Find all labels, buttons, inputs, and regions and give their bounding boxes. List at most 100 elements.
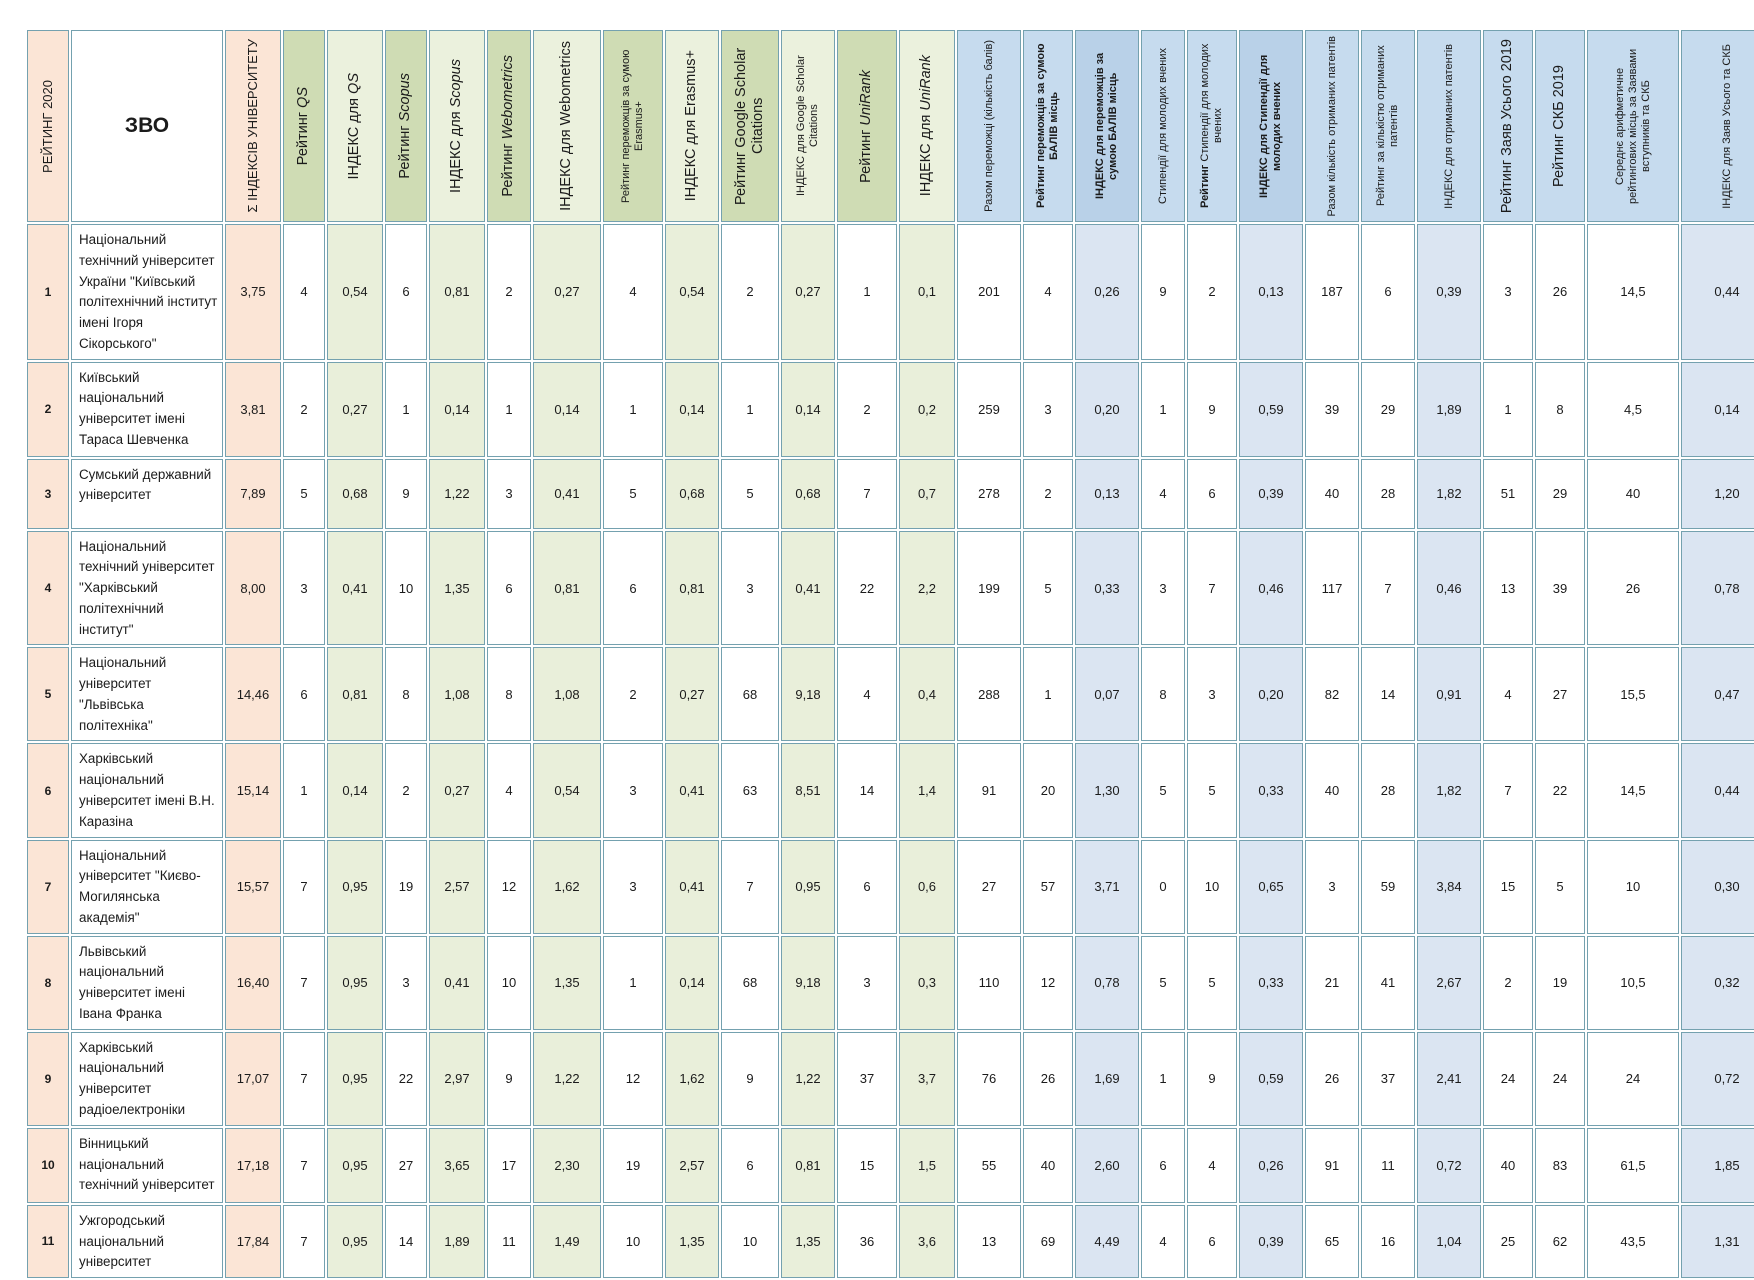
cell-scholarships: 6 <box>1141 1127 1185 1203</box>
cell-applications-skb-index: 1,20 <box>1681 458 1754 529</box>
cell-applications-skb-index: 1,85 <box>1681 1127 1754 1203</box>
cell-patents-index: 3,84 <box>1417 839 1481 934</box>
cell-erasmus-rating: 2 <box>603 647 663 742</box>
table-row: 5 Національний університет "Львівська пол… <box>27 647 1754 742</box>
cell-patents-rating: 29 <box>1361 361 1415 457</box>
cell-avg-rank-places: 40 <box>1587 458 1679 529</box>
cell-patents-total: 91 <box>1305 1127 1359 1203</box>
cell-sum-index: 3,75 <box>225 224 281 360</box>
cell-webometrics-index: 2,30 <box>533 1127 601 1203</box>
cell-winners-index: 4,49 <box>1075 1204 1139 1279</box>
cell-patents-rating: 14 <box>1361 647 1415 742</box>
cell-winners-rating: 26 <box>1023 1031 1073 1126</box>
cell-applications-rating: 7 <box>1483 743 1533 838</box>
cell-gsc-rating: 5 <box>721 458 779 529</box>
cell-erasmus-rating: 6 <box>603 530 663 646</box>
cell-gsc-index: 1,22 <box>781 1031 835 1126</box>
cell-patents-index: 1,89 <box>1417 361 1481 457</box>
cell-applications-skb-index: 0,44 <box>1681 743 1754 838</box>
column-header-winners-total: Разом переможці (кількість балів) <box>957 30 1021 222</box>
column-header-gsc-rating: Рейтинг Google Scholar Citations <box>721 30 779 222</box>
cell-scholarships-rating: 5 <box>1187 743 1237 838</box>
cell-scholarships-index: 0,33 <box>1239 743 1303 838</box>
cell-webometrics-index: 0,41 <box>533 458 601 529</box>
cell-webometrics-index: 1,35 <box>533 935 601 1030</box>
cell-webometrics-index: 1,49 <box>533 1204 601 1279</box>
cell-scholarships: 3 <box>1141 530 1185 646</box>
cell-skb-rating: 24 <box>1535 1031 1585 1126</box>
cell-skb-rating: 39 <box>1535 530 1585 646</box>
cell-applications-rating: 13 <box>1483 530 1533 646</box>
cell-patents-rating: 11 <box>1361 1127 1415 1203</box>
cell-erasmus-index: 0,27 <box>665 647 719 742</box>
column-header-qs-rating: Рейтинг QS <box>283 30 325 222</box>
cell-gsc-rating: 2 <box>721 224 779 360</box>
column-label-winners-total: Разом переможці (кількість балів) <box>982 40 995 212</box>
cell-applications-skb-index: 1,31 <box>1681 1204 1754 1279</box>
cell-gsc-rating: 1 <box>721 361 779 457</box>
cell-avg-rank-places: 4,5 <box>1587 361 1679 457</box>
cell-scopus-index: 0,14 <box>429 361 485 457</box>
cell-patents-total: 40 <box>1305 458 1359 529</box>
cell-skb-rating: 26 <box>1535 224 1585 360</box>
column-header-unirank-rating: Рейтинг UniRank <box>837 30 897 222</box>
cell-applications-skb-index: 0,47 <box>1681 647 1754 742</box>
cell-webometrics-index: 0,27 <box>533 224 601 360</box>
cell-webometrics-rating: 17 <box>487 1127 531 1203</box>
column-label-zvo: ЗВО <box>124 114 170 137</box>
cell-erasmus-index: 0,81 <box>665 530 719 646</box>
table-row: 8 Львівський національний університет іме… <box>27 935 1754 1030</box>
cell-skb-rating: 83 <box>1535 1127 1585 1203</box>
cell-zvo: Ужгородський національний університет <box>71 1204 223 1279</box>
cell-unirank-index: 3,7 <box>899 1031 955 1126</box>
cell-winners-total: 27 <box>957 839 1021 934</box>
cell-unirank-rating: 36 <box>837 1204 897 1279</box>
cell-gsc-rating: 63 <box>721 743 779 838</box>
cell-patents-index: 2,67 <box>1417 935 1481 1030</box>
cell-zvo: Національний технічний університет Украї… <box>71 224 223 360</box>
cell-winners-index: 2,60 <box>1075 1127 1139 1203</box>
header-row: РЕЙТИНГ 2020 ЗВО Σ ІНДЕКСІВ УНІВЕРСИТЕТУ Ре… <box>27 30 1754 222</box>
cell-erasmus-rating: 19 <box>603 1127 663 1203</box>
cell-scopus-rating: 3 <box>385 935 427 1030</box>
cell-scholarships-index: 0,13 <box>1239 224 1303 360</box>
table-row: 11 Ужгородський національний університет 1… <box>27 1204 1754 1279</box>
cell-scholarships-rating: 7 <box>1187 530 1237 646</box>
cell-scholarships-rating: 9 <box>1187 361 1237 457</box>
cell-skb-rating: 62 <box>1535 1204 1585 1279</box>
cell-patents-index: 0,39 <box>1417 224 1481 360</box>
cell-qs-rating: 7 <box>283 839 325 934</box>
cell-unirank-index: 2,2 <box>899 530 955 646</box>
cell-erasmus-rating: 3 <box>603 839 663 934</box>
cell-rating-2020: 4 <box>27 530 69 646</box>
table-row: 4 Національний технічний університет "Хар… <box>27 530 1754 646</box>
cell-scholarships-rating: 2 <box>1187 224 1237 360</box>
cell-qs-index: 0,95 <box>327 839 383 934</box>
cell-skb-rating: 19 <box>1535 935 1585 1030</box>
cell-winners-rating: 2 <box>1023 458 1073 529</box>
cell-erasmus-index: 0,14 <box>665 935 719 1030</box>
column-label-erasmus-rating: Рейтинг переможців за сумою Erasmus+ <box>620 49 645 203</box>
column-label-winners-index: ІНДЕКС для переможців за сумою БАЛІВ міс… <box>1094 52 1119 200</box>
cell-scholarships-index: 0,39 <box>1239 1204 1303 1279</box>
column-label-scholarships-index: ІНДЕКС для Стипендії для молодих вчених <box>1258 54 1283 198</box>
cell-scopus-rating: 2 <box>385 743 427 838</box>
cell-unirank-index: 0,7 <box>899 458 955 529</box>
cell-gsc-index: 0,81 <box>781 1127 835 1203</box>
cell-unirank-rating: 15 <box>837 1127 897 1203</box>
cell-sum-index: 17,84 <box>225 1204 281 1279</box>
cell-patents-total: 3 <box>1305 839 1359 934</box>
cell-qs-rating: 2 <box>283 361 325 457</box>
cell-winners-total: 55 <box>957 1127 1021 1203</box>
cell-winners-rating: 12 <box>1023 935 1073 1030</box>
cell-qs-rating: 7 <box>283 935 325 1030</box>
table-row: 2 Київський національний університет імен… <box>27 361 1754 457</box>
cell-gsc-rating: 7 <box>721 839 779 934</box>
cell-rating-2020: 2 <box>27 361 69 457</box>
column-label-rating-2020: РЕЙТИНГ 2020 <box>40 79 56 173</box>
cell-erasmus-rating: 3 <box>603 743 663 838</box>
cell-unirank-index: 3,6 <box>899 1204 955 1279</box>
cell-applications-skb-index: 0,30 <box>1681 839 1754 934</box>
cell-sum-index: 15,57 <box>225 839 281 934</box>
column-header-scholarships-index: ІНДЕКС для Стипендії для молодих вчених <box>1239 30 1303 222</box>
